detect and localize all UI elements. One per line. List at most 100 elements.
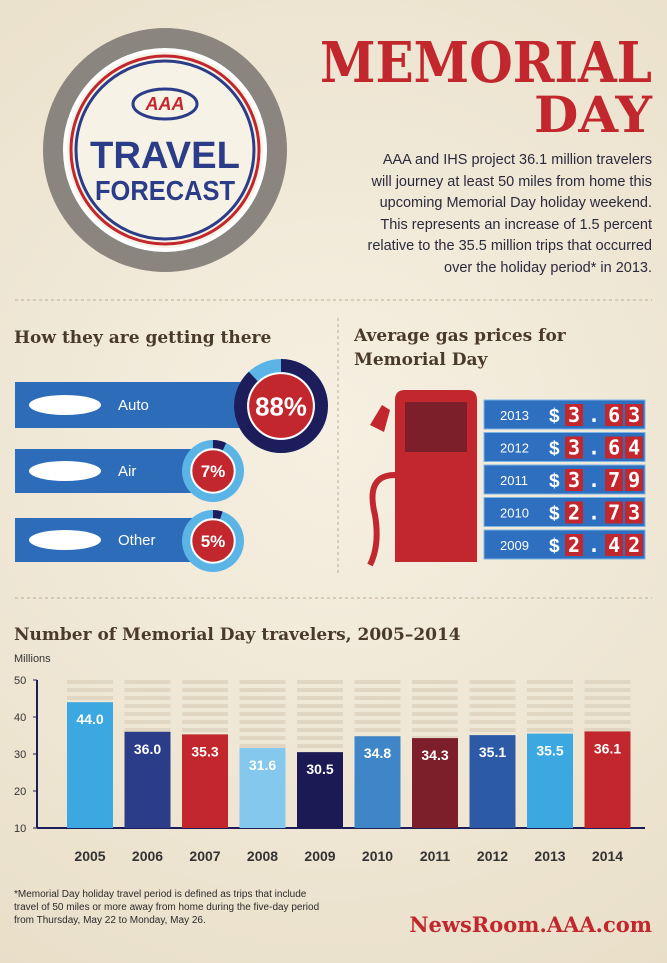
digit-box — [605, 501, 623, 524]
digit-box — [625, 436, 643, 459]
bar-bg-stripe — [124, 720, 171, 724]
price: 3.63 — [568, 403, 648, 427]
icon — [29, 530, 101, 550]
intro: AAA and IHS project 36.1 million travele… — [312, 150, 653, 279]
bar — [527, 733, 573, 828]
footnote-line: *Memorial Day holiday travel period is d… — [14, 889, 307, 900]
x-tick-label: 2009 — [304, 848, 335, 864]
value-label: 31.6 — [249, 757, 276, 773]
bar-bg-stripe — [469, 680, 516, 684]
bar-bg-stripe — [124, 712, 171, 716]
bar-bg-stripe — [297, 712, 343, 716]
bar-bg-stripe — [124, 728, 171, 732]
bar-bg-stripe — [412, 704, 458, 708]
bar — [124, 731, 171, 828]
bar-bg-stripe — [469, 704, 516, 708]
bar-bg-stripe — [412, 688, 458, 692]
bar-bg-stripe — [239, 712, 286, 716]
bar-bg-stripe — [412, 696, 458, 700]
value-label: 88% — [255, 393, 307, 421]
bar-bg-stripe — [182, 720, 228, 724]
bar-bg-stripe — [239, 696, 286, 700]
x-tick-label: 2014 — [592, 848, 623, 864]
title: MEMORIAL — [320, 30, 652, 96]
intro-line: AAA and IHS project 36.1 million travele… — [382, 152, 652, 168]
value-label: 36.0 — [134, 741, 161, 757]
intro-line: will journey at least 50 miles from home… — [371, 173, 652, 190]
bar-bg-stripe — [239, 744, 286, 748]
bar-bg-stripe — [584, 712, 631, 716]
bar-bg-stripe — [354, 688, 401, 692]
y-axis-label: Millions — [14, 653, 51, 665]
intro-line: relative to the 35.5 million trips that … — [367, 238, 653, 254]
digit-box — [625, 404, 643, 426]
value-label: 30.5 — [306, 761, 333, 777]
logo: AAA — [145, 94, 185, 114]
bar-bg-stripe — [239, 680, 286, 684]
bar-bg-stripe — [412, 712, 458, 716]
digit-box — [565, 469, 583, 491]
donut-arc — [212, 510, 223, 520]
bar-bg-stripe — [182, 728, 228, 732]
digit-box — [565, 534, 583, 556]
bar-bg-stripe — [297, 704, 343, 708]
bar — [469, 735, 516, 828]
digit-box — [625, 534, 643, 556]
bar — [182, 734, 228, 828]
y-tick-label: 30 — [14, 749, 26, 761]
x-tick-label: 2013 — [534, 848, 565, 864]
bar-bg-stripe — [527, 680, 573, 684]
badge — [63, 48, 267, 252]
icon — [29, 395, 101, 415]
donut-arc — [234, 359, 328, 453]
source: NewsRoom.AAA.com — [409, 912, 652, 937]
bar-bg-stripe — [182, 696, 228, 700]
y-tick-label: 20 — [14, 786, 26, 798]
donut-center — [190, 448, 236, 494]
footnote-line: from Thursday, May 22 to Monday, May 26. — [14, 915, 206, 926]
section-title: Number of Memorial Day travelers, 2005–2… — [14, 625, 461, 645]
bar-bg-stripe — [239, 704, 286, 708]
price: 3.79 — [568, 468, 648, 492]
bar-bg-stripe — [182, 680, 228, 684]
value-label: 35.1 — [479, 744, 506, 760]
title: DAY — [534, 85, 653, 144]
bar-bg-stripe — [469, 696, 516, 700]
badge-ring — [74, 59, 256, 241]
value-label: 7% — [201, 462, 226, 481]
x-tick-label: 2007 — [189, 848, 220, 864]
bar-bg-stripe — [354, 712, 401, 716]
year-label: 2013 — [500, 408, 529, 423]
pump-nozzle — [370, 405, 390, 432]
bar-bg-stripe — [584, 704, 631, 708]
bar-bg-stripe — [124, 680, 171, 684]
y-tick-label: 10 — [14, 823, 26, 835]
digit-box — [565, 436, 583, 459]
x-tick-label: 2006 — [132, 848, 163, 864]
category-label: Air — [118, 463, 136, 480]
bar — [239, 748, 286, 828]
y-tick-label: 40 — [14, 712, 26, 724]
bar-bg-stripe — [354, 704, 401, 708]
bar — [584, 731, 631, 828]
donut-center — [190, 518, 236, 564]
intro-line: upcoming Memorial Day holiday weekend. — [379, 195, 652, 211]
intro-line: over the holiday period* in 2013. — [444, 259, 652, 276]
x-tick-label: 2010 — [362, 848, 393, 864]
value-label: 34.8 — [364, 745, 391, 761]
digit-box — [605, 534, 623, 556]
currency: $ — [549, 439, 560, 460]
footnote-line: travel of 50 miles or more away from hom… — [14, 902, 320, 913]
bar-bg-stripe — [584, 696, 631, 700]
bar-bg-stripe — [182, 704, 228, 708]
bar-bg-stripe — [527, 688, 573, 692]
bar-bg-stripe — [297, 736, 343, 740]
bar-bg-stripe — [239, 688, 286, 692]
year-label: 2012 — [500, 441, 529, 456]
digit-box — [605, 404, 623, 426]
bar-bg-stripe — [354, 680, 401, 684]
value-label: 34.3 — [421, 747, 448, 763]
x-tick-label: 2011 — [420, 848, 451, 864]
category-label: Other — [118, 532, 156, 549]
